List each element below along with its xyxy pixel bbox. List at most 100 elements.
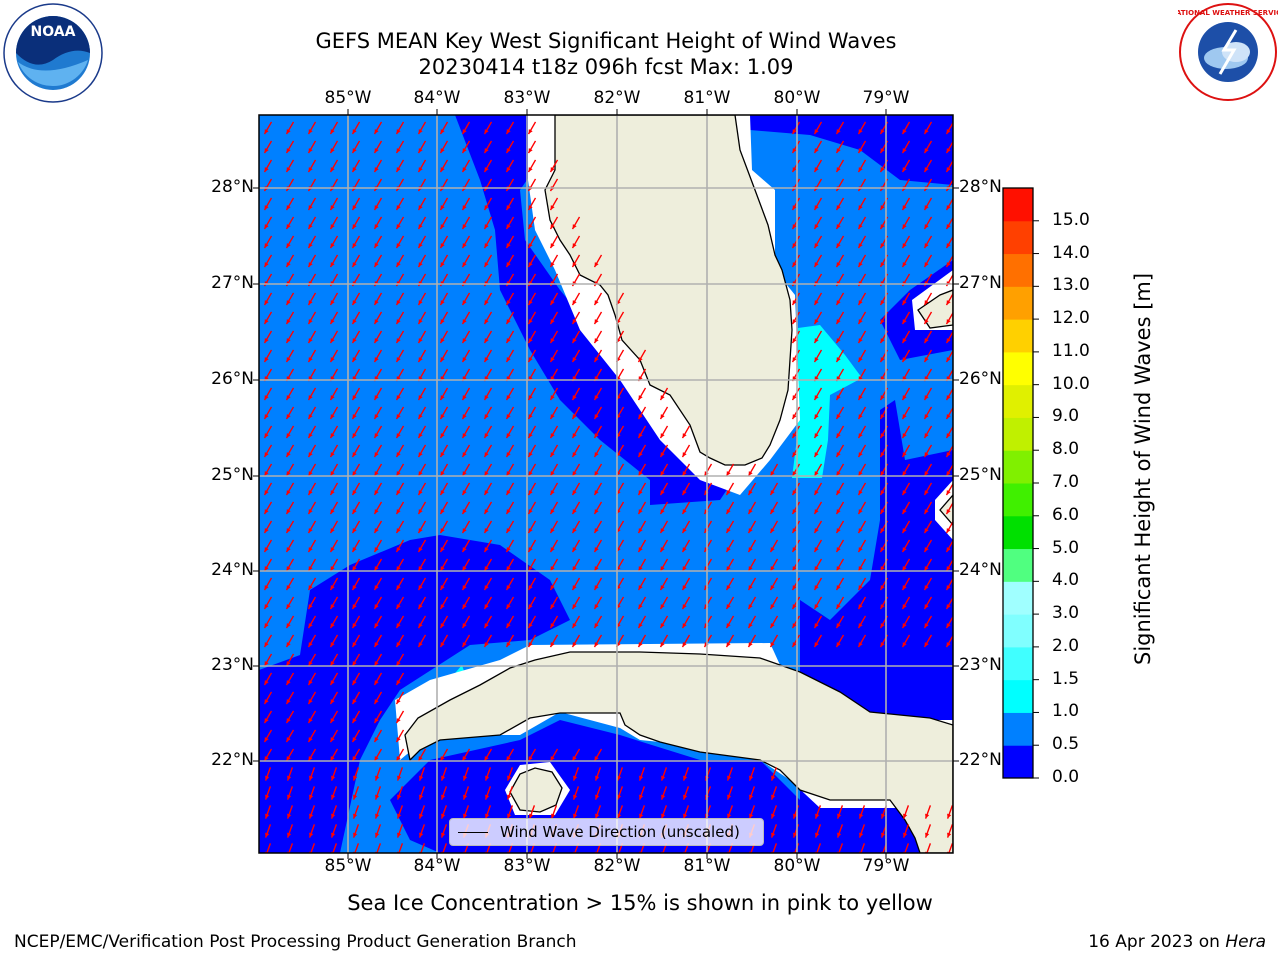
wave-direction-arrowhead <box>462 433 467 439</box>
colorbar-tick-label: 3.0 <box>1052 603 1080 624</box>
wave-direction-arrowhead <box>880 642 885 648</box>
colorbar-segment <box>1003 745 1033 779</box>
colorbar-segment <box>1003 581 1033 615</box>
wave-direction-arrowhead <box>836 547 841 553</box>
wave-direction-arrowhead <box>331 775 336 781</box>
wave-direction-arrowhead <box>308 471 313 477</box>
wave-direction-arrowhead <box>286 148 291 154</box>
noaa-logo-text: NOAA <box>31 24 76 40</box>
wave-direction-arrowhead <box>352 414 357 420</box>
wave-direction-arrowhead <box>418 566 423 572</box>
lat-label-left: 24°N <box>211 560 254 580</box>
wave-direction-arrowhead <box>528 338 533 344</box>
wave-direction-arrowhead <box>352 243 357 249</box>
wave-direction-arrowhead <box>946 642 951 648</box>
wave-direction-arrowhead <box>947 832 952 838</box>
wave-direction-arrowhead <box>440 585 445 591</box>
wave-direction-arrowhead <box>506 433 511 439</box>
wave-direction-arrowhead <box>286 129 291 135</box>
wave-direction-arrowhead <box>770 547 775 553</box>
wave-direction-arrowhead <box>528 547 533 553</box>
wave-direction-arrowhead <box>440 243 445 249</box>
lat-label-left: 23°N <box>211 655 254 675</box>
wave-direction-arrowhead <box>352 319 357 325</box>
wave-direction-arrowhead <box>264 338 269 344</box>
wave-direction-arrowhead <box>309 832 314 838</box>
wave-direction-arrowhead <box>595 775 600 781</box>
wave-direction-arrowhead <box>484 509 489 515</box>
wave-direction-arrowhead <box>924 585 929 591</box>
wave-direction-arrowhead <box>836 433 841 439</box>
wave-direction-arrowhead <box>419 813 424 819</box>
wave-direction-arrowhead <box>946 224 951 230</box>
wave-direction-arrowhead <box>836 585 841 591</box>
wave-direction-arrowhead <box>374 338 379 344</box>
wave-direction-arrowhead <box>330 756 335 762</box>
wave-direction-arrowhead <box>353 775 358 781</box>
wave-direction-arrowhead <box>946 547 951 553</box>
wave-direction-arrowhead <box>418 547 423 553</box>
wave-direction-arrowhead <box>638 490 643 496</box>
wave-direction-arrowhead <box>594 338 599 344</box>
wave-direction-arrowhead <box>792 300 797 306</box>
wave-direction-arrowhead <box>902 566 907 572</box>
wave-direction-arrowhead <box>924 642 929 648</box>
wave-direction-arrowhead <box>880 509 885 515</box>
wave-direction-arrowhead <box>638 547 643 553</box>
wave-direction-arrowhead <box>682 452 687 458</box>
wave-direction-arrowhead <box>572 566 577 572</box>
wave-direction-arrowhead <box>858 338 863 344</box>
lon-label-top: 85°W <box>324 88 372 108</box>
wave-direction-arrowhead <box>595 813 600 819</box>
wave-direction-arrowhead <box>792 585 797 591</box>
wave-direction-arrowhead <box>638 357 643 363</box>
wave-direction-arrowhead <box>484 129 489 135</box>
wave-direction-arrowhead <box>792 604 797 610</box>
wave-direction-arrowhead <box>683 775 688 781</box>
wave-direction-arrowhead <box>440 490 445 496</box>
lat-label-right: 23°N <box>959 655 1002 675</box>
wave-direction-arrowhead <box>331 813 336 819</box>
wave-direction-arrowhead <box>506 243 511 249</box>
wave-direction-arrowhead <box>770 566 775 572</box>
wave-direction-arrowhead <box>792 148 797 154</box>
wave-direction-arrowhead <box>396 756 401 762</box>
wave-direction-arrowhead <box>462 357 467 363</box>
wave-direction-arrowhead <box>418 357 423 363</box>
colorbar-segment <box>1003 483 1033 517</box>
wave-direction-arrowhead <box>396 452 401 458</box>
wave-direction-arrowhead <box>462 167 467 173</box>
wave-direction-arrowhead <box>550 490 555 496</box>
wave-direction-arrowhead <box>880 528 885 534</box>
wave-direction-arrowhead <box>374 509 379 515</box>
wave-direction-arrowhead <box>924 490 929 496</box>
wave-direction-arrowhead <box>352 680 357 686</box>
wave-direction-arrowhead <box>836 205 841 211</box>
wave-direction-arrowhead <box>617 794 622 800</box>
lon-label-bottom: 83°W <box>503 856 551 876</box>
wave-direction-arrowhead <box>595 794 600 800</box>
wave-direction-arrowhead <box>330 699 335 705</box>
wave-direction-arrowhead <box>572 528 577 534</box>
wave-direction-arrowhead <box>374 300 379 306</box>
wave-direction-arrowhead <box>814 528 819 534</box>
wave-direction-arrowhead <box>661 813 666 819</box>
wave-direction-arrow <box>838 843 844 853</box>
wave-direction-arrowhead <box>506 471 511 477</box>
wave-direction-arrowhead <box>462 300 467 306</box>
wave-direction-arrowhead <box>748 547 753 553</box>
credit-right: 16 Apr 2023 on Hera <box>1088 932 1266 952</box>
wave-direction-arrowhead <box>902 243 907 249</box>
wave-direction-arrowhead <box>902 395 907 401</box>
wave-direction-arrowhead <box>682 490 687 496</box>
wave-direction-arrowhead <box>352 129 357 135</box>
wave-direction-arrowhead <box>639 775 644 781</box>
wave-direction-arrowhead <box>286 300 291 306</box>
wave-direction-arrowhead <box>924 414 929 420</box>
wave-direction-arrowhead <box>836 471 841 477</box>
wave-direction-arrowhead <box>924 528 929 534</box>
wave-direction-arrowhead <box>330 433 335 439</box>
wave-direction-arrowhead <box>440 642 445 648</box>
wave-direction-arrowhead <box>594 547 599 553</box>
wave-direction-arrowhead <box>572 585 577 591</box>
